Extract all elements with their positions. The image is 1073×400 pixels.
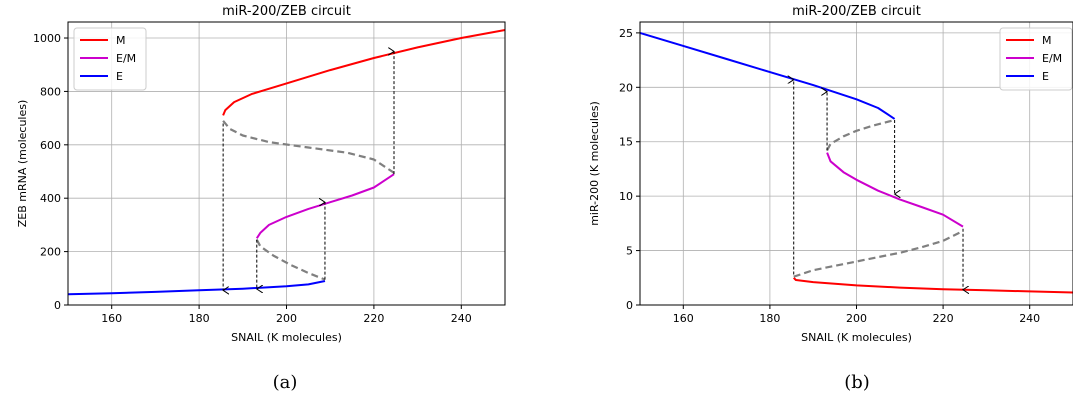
panel-b-legend-label-2: E bbox=[1042, 70, 1049, 83]
panel-a-ylabel: ZEB mRNA (molecules) bbox=[16, 100, 29, 228]
panel-b-xlabel: SNAIL (K molecules) bbox=[801, 331, 912, 344]
panel-a-unstable-branch-4 bbox=[255, 239, 326, 281]
panel-a-ytick-label-5: 1000 bbox=[33, 32, 61, 45]
panel-a-legend-label-0: M bbox=[116, 34, 126, 47]
panel-b-series-em bbox=[826, 152, 964, 228]
panel-b-ytick-label-1: 5 bbox=[626, 245, 633, 258]
panel-b-ytick-label-2: 10 bbox=[619, 190, 633, 203]
panel-a-xtick-label-0: 160 bbox=[101, 312, 122, 325]
panel-a-title: miR-200/ZEB circuit bbox=[222, 4, 351, 19]
panel-a-xtick-label-4: 240 bbox=[451, 312, 472, 325]
panel-a-unstable-branch-3 bbox=[222, 120, 395, 174]
caption-b: (b) bbox=[844, 372, 870, 393]
panel-b-xtick-label-1: 180 bbox=[759, 312, 780, 325]
panel-b-unstable-branch-4 bbox=[826, 118, 895, 151]
panel-b-ytick-label-3: 15 bbox=[619, 136, 633, 149]
panel-a-ytick-label-1: 200 bbox=[40, 246, 61, 259]
panel-a: 160 180 200 220 240 0 200 400 600 800 1000 miR-200/… bbox=[16, 4, 506, 344]
panel-b-legend: M E/M E bbox=[999, 27, 1073, 91]
panel-a-ytick-label-2: 400 bbox=[40, 192, 61, 205]
panel-b-xtick-label-4: 240 bbox=[1019, 312, 1040, 325]
panel-b-ytick-label-5: 25 bbox=[619, 27, 633, 40]
panel-b-xtick-label-0: 160 bbox=[673, 312, 694, 325]
panel-a-ytick-label-0: 0 bbox=[54, 299, 61, 312]
panel-b-xtick-label-2: 200 bbox=[846, 312, 867, 325]
panel-b-ytick-label-4: 20 bbox=[619, 81, 633, 94]
panel-b-xtick-label-3: 220 bbox=[933, 312, 954, 325]
panel-a-xtick-label-2: 200 bbox=[276, 312, 297, 325]
panel-a-series-e bbox=[67, 280, 326, 296]
panel-a-xtick-label-1: 180 bbox=[189, 312, 210, 325]
panel-a-ytick-label-3: 600 bbox=[40, 139, 61, 152]
panel-b-series-m bbox=[792, 277, 1073, 294]
panel-b-title: miR-200/ZEB circuit bbox=[792, 4, 921, 19]
panel-b-legend-box bbox=[999, 27, 1073, 91]
panel-a-ytick-label-4: 800 bbox=[40, 85, 61, 98]
panel-a-legend-label-2: E bbox=[116, 70, 123, 83]
panel-a-xlabel: SNAIL (K molecules) bbox=[231, 331, 342, 344]
panel-a-series-m bbox=[222, 29, 506, 116]
panel-a-legend-box bbox=[73, 27, 147, 91]
panel-b-unstable-branch-3 bbox=[793, 230, 964, 278]
panel-b-legend-label-1: E/M bbox=[1042, 52, 1062, 65]
panel-a-xtick-label-3: 220 bbox=[363, 312, 384, 325]
panel-b-legend-label-0: M bbox=[1042, 34, 1052, 47]
panel-b: 160 180 200 220 240 0 5 10 15 20 25 miR-200/ZEB cir… bbox=[588, 4, 1073, 344]
panel-a-legend: M E/M E bbox=[73, 27, 147, 91]
panel-b-ylabel: miR-200 (K molecules) bbox=[588, 101, 601, 226]
panel-a-series-em bbox=[255, 173, 395, 239]
panel-b-ytick-label-0: 0 bbox=[626, 299, 633, 312]
panel-a-legend-label-1: E/M bbox=[116, 52, 136, 65]
caption-a: (a) bbox=[273, 372, 298, 393]
